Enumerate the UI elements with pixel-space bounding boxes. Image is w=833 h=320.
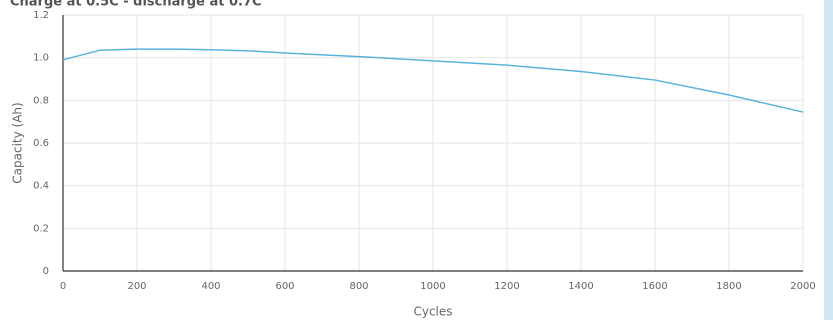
side-bar [824,0,833,320]
y-tick-label: 0.6 [33,138,49,149]
chart-title: Charge at 0.5C - discharge at 0.7C [10,0,262,10]
y-tick-label: 1.0 [33,53,49,64]
x-tick-label: 600 [275,281,294,292]
y-tick-label: 0 [43,266,49,277]
data-line [62,48,804,113]
y-tick-label: 0.2 [33,223,49,234]
x-tick-label: 1800 [716,281,741,292]
x-tick-label: 200 [127,281,146,292]
x-tick-label: 1200 [494,281,519,292]
x-tick-label: 1400 [568,281,593,292]
x-tick-label: 1000 [420,281,445,292]
x-axis-label: Cycles [413,305,452,319]
x-tick-label: 400 [201,281,220,292]
x-tick-label: 2000 [790,281,815,292]
x-tick-label: 0 [60,281,66,292]
x-tick-label: 1600 [642,281,667,292]
x-tick-label: 800 [349,281,368,292]
y-tick-label: 0.8 [33,95,49,106]
y-tick-label: 0.4 [33,181,49,192]
y-axis-label: Capacity (Ah) [11,102,25,183]
y-tick-label: 1.2 [33,10,49,21]
